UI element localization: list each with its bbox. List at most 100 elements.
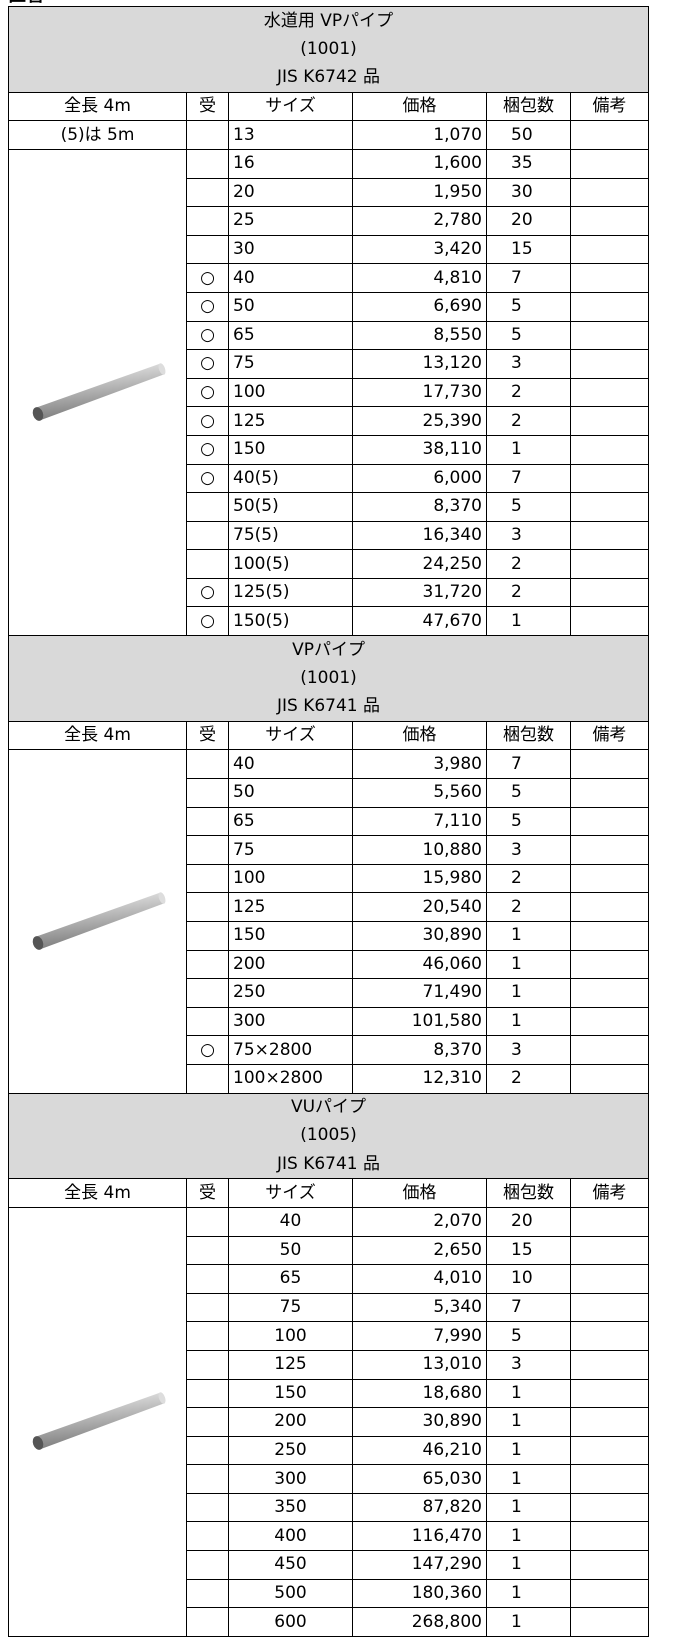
data-row: ○ 100 17,730 2 [9, 377, 650, 408]
data-row: 600 268,800 1 [9, 1607, 650, 1637]
section-title-row: JIS K6741 品 [7, 1150, 650, 1179]
size-cell: 100(5) [228, 549, 353, 579]
socket-cell [186, 177, 229, 208]
section-code: (1001) [7, 35, 650, 64]
socket-mark: ○ [200, 410, 215, 431]
price-cell: 24,250 [352, 549, 487, 579]
column-header: 梱包数 [486, 720, 571, 751]
pipe-image [32, 891, 165, 950]
price-cell: 5,560 [352, 778, 487, 808]
socket-cell [186, 778, 229, 808]
socket-cell [186, 206, 229, 236]
quantity-cell: 1 [486, 1464, 571, 1494]
quantity-cell: 5 [486, 1321, 571, 1351]
remarks-cell [569, 320, 650, 351]
data-row: 500 180,360 1 [9, 1578, 650, 1609]
price-cell: 17,730 [352, 377, 487, 408]
remarks-cell [569, 520, 650, 551]
price-cell: 8,550 [352, 320, 487, 351]
data-row: 450 147,290 1 [9, 1550, 650, 1580]
socket-cell [186, 978, 229, 1008]
size-cell: 100 [228, 377, 353, 408]
remarks-cell [569, 606, 650, 637]
section-title: 水道用 VPパイプ [7, 6, 650, 36]
pipe-image [32, 1392, 165, 1450]
section-title-row: VPパイプ [7, 635, 650, 665]
price-cell: 2,780 [352, 206, 487, 236]
data-row: ○ 150(5) 47,670 1 [9, 606, 650, 637]
socket-mark: ○ [200, 324, 215, 345]
page-heading: 直管 [8, 0, 44, 6]
remarks-cell [569, 377, 650, 408]
remarks-cell [569, 1464, 650, 1494]
price-cell: 6,690 [352, 291, 487, 322]
quantity-cell: 1 [486, 1521, 571, 1552]
size-cell: 40(5) [228, 463, 353, 494]
socket-cell [186, 1435, 229, 1466]
column-header: 備考 [569, 720, 650, 751]
size-cell: 75 [228, 1292, 353, 1323]
quantity-cell: 7 [486, 1292, 571, 1323]
quantity-cell: 3 [486, 520, 571, 551]
remarks-cell [569, 1492, 650, 1523]
table-body: 水道用 VPパイプ (1001) JIS K6742 品全長 4m 受サイズ 価格 梱包数… [7, 6, 650, 1637]
remarks-cell [569, 1264, 650, 1294]
socket-cell [186, 1321, 229, 1351]
size-cell: 65 [228, 320, 353, 351]
socket-cell [186, 835, 229, 865]
column-header: 備考 [569, 91, 650, 122]
size-cell: 125 [228, 1349, 353, 1380]
price-cell: 30,890 [352, 921, 487, 951]
column-header: 受 [186, 91, 229, 122]
remarks-cell [569, 778, 650, 808]
size-cell: 40 [228, 1206, 353, 1237]
column-header: サイズ [228, 1178, 353, 1208]
column-header: 価格 [352, 91, 487, 122]
remarks-cell [569, 492, 650, 522]
size-cell: 16 [228, 148, 353, 179]
price-cell: 5,340 [352, 1292, 487, 1323]
quantity-cell: 2 [486, 863, 571, 894]
socket-cell [186, 549, 229, 579]
size-cell: 100 [228, 1321, 353, 1351]
image-cell [8, 749, 187, 1094]
socket-cell [186, 1292, 229, 1323]
size-cell: 150 [228, 434, 353, 465]
quantity-cell: 7 [486, 749, 571, 780]
size-cell: 30 [228, 234, 353, 265]
price-cell: 2,070 [352, 1206, 487, 1237]
size-cell: 65 [228, 1264, 353, 1294]
socket-cell [186, 949, 229, 980]
remarks-cell [569, 549, 650, 579]
socket-mark: ○ [200, 296, 215, 317]
price-cell: 30,890 [352, 1407, 487, 1437]
size-cell: 125(5) [228, 577, 353, 608]
remarks-cell [569, 148, 650, 179]
socket-cell: ○ [186, 406, 229, 436]
price-cell: 46,060 [352, 949, 487, 980]
socket-cell: ○ [186, 377, 229, 408]
socket-mark: ○ [200, 382, 215, 403]
socket-cell: ○ [186, 434, 229, 465]
data-row: ○ 125(5) 31,720 2 [9, 577, 650, 608]
data-row: 250 71,490 1 [9, 978, 650, 1008]
quantity-cell: 15 [486, 1235, 571, 1266]
price-cell: 4,010 [352, 1264, 487, 1294]
quantity-cell: 20 [486, 206, 571, 236]
section-title-row: (1001) [7, 35, 650, 64]
price-cell: 1,600 [352, 148, 487, 179]
quantity-cell: 15 [486, 234, 571, 265]
data-row: 16 1,600 35 [8, 148, 650, 637]
data-row: 50 2,650 15 [9, 1235, 650, 1266]
price-cell: 87,820 [352, 1492, 487, 1523]
quantity-cell: 1 [486, 1435, 571, 1466]
price-cell: 2,650 [352, 1235, 487, 1266]
socket-cell: ○ [186, 463, 229, 494]
socket-cell: ○ [186, 1035, 229, 1065]
price-cell: 71,490 [352, 978, 487, 1008]
socket-cell [186, 892, 229, 922]
column-header: 備考 [569, 1178, 650, 1208]
remarks-cell [569, 1292, 650, 1323]
